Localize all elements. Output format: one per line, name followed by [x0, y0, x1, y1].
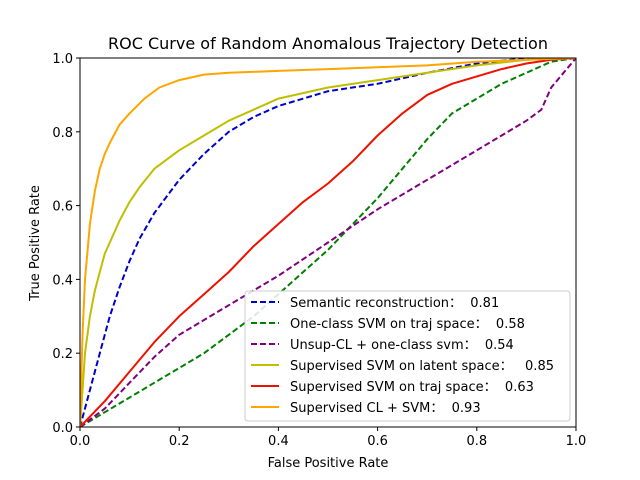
legend-label-1: Semantic reconstruction： 0.81	[290, 296, 499, 311]
chart-title: ROC Curve of Random Anomalous Trajectory…	[108, 34, 548, 53]
y-tick-label: 0.4	[52, 273, 73, 288]
y-tick-label: 0.6	[52, 200, 73, 215]
legend-label-6: Supervised CL + SVM： 0.93	[290, 401, 481, 416]
axes: 0.0 0.2 0.4 0.6 0.8 1.0 0.0 0.2 0.4 0.6 0.8 1.0	[52, 52, 586, 449]
y-tick-label: 0.8	[52, 126, 73, 141]
legend-box	[244, 290, 571, 422]
series-group	[80, 58, 576, 427]
legend: Semantic reconstruction： 0.81 One-class S…	[244, 290, 571, 422]
y-tick-label: 0.2	[52, 347, 73, 362]
x-tick-label: 0.2	[169, 434, 190, 449]
y-tick-label: 1.0	[52, 52, 73, 67]
legend-label-5: Supervised SVM on traj space： 0.63	[290, 380, 534, 395]
series-line-3	[80, 58, 576, 427]
series-line-6	[80, 58, 576, 427]
legend-label-2: One-class SVM on traj space： 0.58	[290, 317, 525, 332]
plot-area	[80, 58, 576, 427]
legend-label-4: Supervised SVM on latent space： 0.85	[290, 359, 554, 374]
y-axis-label: True Positive Rate	[28, 185, 43, 302]
legend-label-3: Unsup-CL + one-class svm： 0.54	[290, 338, 514, 353]
x-tick-label: 0.6	[367, 434, 388, 449]
y-tick-label: 0.0	[52, 421, 73, 436]
x-tick-label: 0.8	[466, 434, 487, 449]
x-axis-label: False Positive Rate	[268, 456, 389, 471]
series-line-4	[80, 58, 576, 427]
x-tick-label: 0.0	[70, 434, 91, 449]
series-line-5	[80, 58, 576, 427]
x-tick-label: 0.4	[268, 434, 289, 449]
axes-frame	[79, 57, 577, 428]
x-tick-label: 1.0	[566, 434, 587, 449]
